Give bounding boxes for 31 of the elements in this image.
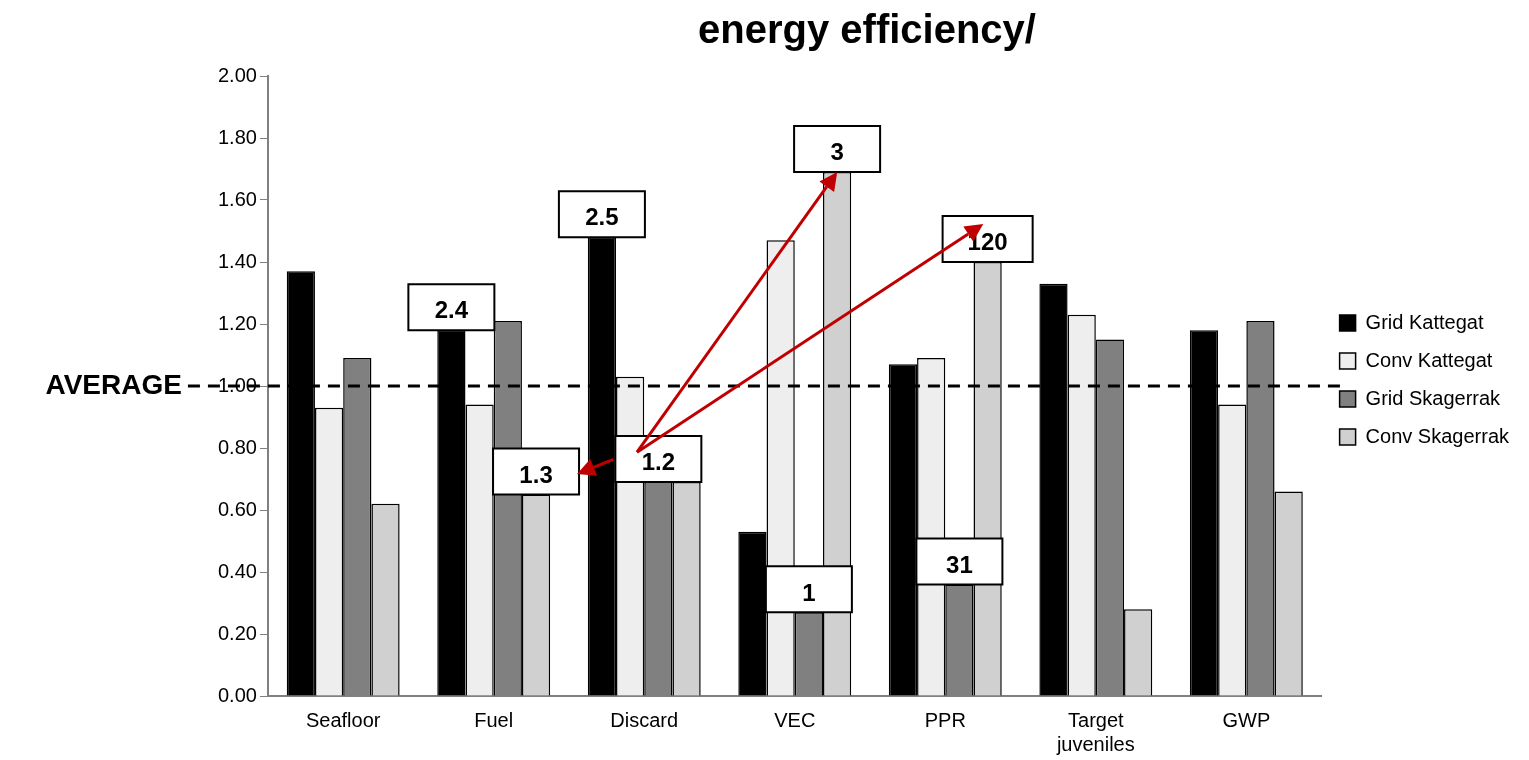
legend-label: Grid Kattegat bbox=[1365, 310, 1484, 333]
x-tick-label: GWP bbox=[1222, 708, 1271, 731]
annotation: 2.4 bbox=[434, 296, 469, 324]
x-tick-label: Seafloor bbox=[305, 708, 381, 731]
x-tick-label: VEC bbox=[774, 708, 816, 731]
annotation: 3 bbox=[830, 138, 844, 166]
y-tick-label: 0.40 bbox=[217, 559, 257, 582]
y-tick-label: 0.60 bbox=[217, 497, 257, 520]
x-tick-label: Fuel bbox=[474, 708, 514, 731]
y-tick-label: 0.80 bbox=[217, 435, 257, 458]
annotation: 1 bbox=[802, 578, 816, 606]
legend-label: Conv Kattegat bbox=[1365, 348, 1493, 371]
y-tick-label: 1.40 bbox=[217, 249, 257, 272]
x-tick-label: PPR bbox=[924, 708, 966, 731]
annotation: 2.5 bbox=[585, 203, 619, 231]
y-tick-label: 0.00 bbox=[217, 683, 257, 706]
y-tick-label: 1.60 bbox=[217, 187, 257, 210]
y-tick-label: 1.00 bbox=[217, 373, 257, 396]
annotation: 1.3 bbox=[519, 460, 553, 488]
annotation: 31 bbox=[946, 550, 973, 578]
x-tick-label: Target juveniles bbox=[1055, 708, 1135, 755]
y-tick-label: 1.20 bbox=[217, 311, 257, 334]
legend-label: Conv Skagerrak bbox=[1365, 424, 1510, 447]
legend-label: Grid Skagerrak bbox=[1365, 386, 1502, 409]
y-tick-label: 1.80 bbox=[217, 125, 257, 148]
ref-line-label: AVERAGE bbox=[45, 368, 182, 400]
chart-title: energy efficiency/ bbox=[698, 7, 1036, 52]
y-tick-label: 2.00 bbox=[217, 63, 257, 86]
y-tick-label: 0.20 bbox=[217, 621, 257, 644]
annotation: 1.2 bbox=[641, 448, 676, 476]
x-tick-label: Discard bbox=[610, 708, 679, 731]
